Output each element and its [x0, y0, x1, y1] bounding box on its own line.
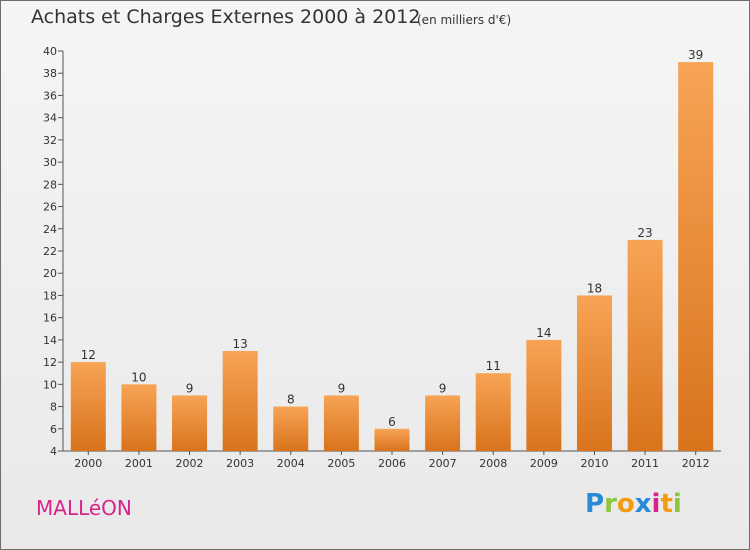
x-tick-label: 2002: [176, 457, 204, 470]
bar: [323, 395, 359, 451]
bar-value-label: 18: [587, 281, 602, 295]
bar-value-label: 23: [637, 226, 652, 240]
chart-title: Achats et Charges Externes 2000 à 2012: [31, 6, 421, 28]
bar-value-label: 13: [233, 337, 248, 351]
bar: [425, 395, 461, 451]
x-tick-label: 2005: [327, 457, 355, 470]
logo-letter: o: [616, 489, 635, 519]
y-tick-label: 18: [43, 289, 57, 302]
y-tick-label: 16: [43, 312, 57, 325]
y-tick-label: 4: [50, 445, 57, 458]
commune-name: MALLéON: [36, 496, 132, 520]
x-tick-label: 2007: [429, 457, 457, 470]
y-tick-label: 12: [43, 356, 57, 369]
chart-labels: 12 2000 10 2001 9 2002 13 2003 8 2004 9 2005 6 2006 9 2…: [74, 48, 709, 470]
bar-value-label: 8: [287, 393, 295, 407]
y-tick-label: 10: [43, 378, 57, 391]
bar-value-label: 12: [81, 348, 96, 362]
y-tick-label: 28: [43, 178, 57, 191]
y-tick-label: 24: [43, 223, 57, 236]
chart-bars: [70, 62, 714, 451]
bar-value-label: 10: [131, 370, 146, 384]
bar: [678, 62, 714, 451]
bar: [526, 339, 562, 451]
bar-value-label: 9: [439, 381, 447, 395]
chart-subtitle: (en milliers d'€): [417, 13, 512, 27]
bar-value-label: 9: [338, 381, 346, 395]
bar: [273, 406, 309, 451]
x-tick-label: 2010: [580, 457, 608, 470]
proxiti-logo: Proxiti: [585, 489, 682, 519]
bar-value-label: 11: [486, 359, 501, 373]
x-tick-label: 2008: [479, 457, 507, 470]
y-tick-label: 22: [43, 245, 57, 258]
logo-letter: t: [660, 489, 673, 519]
bar: [475, 373, 511, 451]
logo-letter: P: [585, 489, 605, 519]
bar: [172, 395, 208, 451]
x-tick-label: 2012: [682, 457, 710, 470]
x-tick-label: 2009: [530, 457, 558, 470]
y-tick-label: 30: [43, 156, 57, 169]
logo-letter: r: [604, 489, 617, 519]
bar-value-label: 14: [536, 326, 551, 340]
bar: [374, 428, 410, 451]
y-tick-label: 14: [43, 334, 57, 347]
y-tick-label: 20: [43, 267, 57, 280]
y-tick-label: 38: [43, 67, 57, 80]
logo-letter: i: [672, 489, 682, 519]
y-tick-label: 40: [43, 45, 57, 58]
x-tick-label: 2004: [277, 457, 305, 470]
x-tick-label: 2011: [631, 457, 659, 470]
logo-letter: i: [651, 489, 661, 519]
y-tick-label: 6: [50, 423, 57, 436]
x-tick-label: 2000: [74, 457, 102, 470]
bar: [222, 351, 258, 451]
x-tick-label: 2003: [226, 457, 254, 470]
x-tick-label: 2006: [378, 457, 406, 470]
bar-value-label: 39: [688, 48, 703, 62]
bar-value-label: 9: [186, 381, 194, 395]
y-tick-label: 34: [43, 112, 57, 125]
y-tick-label: 8: [50, 401, 57, 414]
x-tick-label: 2001: [125, 457, 153, 470]
bar: [121, 384, 157, 451]
bar: [70, 362, 106, 451]
bar: [627, 239, 663, 451]
bar: [576, 295, 612, 451]
y-tick-label: 32: [43, 134, 57, 147]
bar-value-label: 6: [388, 415, 396, 429]
y-tick-label: 26: [43, 201, 57, 214]
y-tick-label: 36: [43, 89, 57, 102]
logo-letter: x: [634, 489, 652, 519]
